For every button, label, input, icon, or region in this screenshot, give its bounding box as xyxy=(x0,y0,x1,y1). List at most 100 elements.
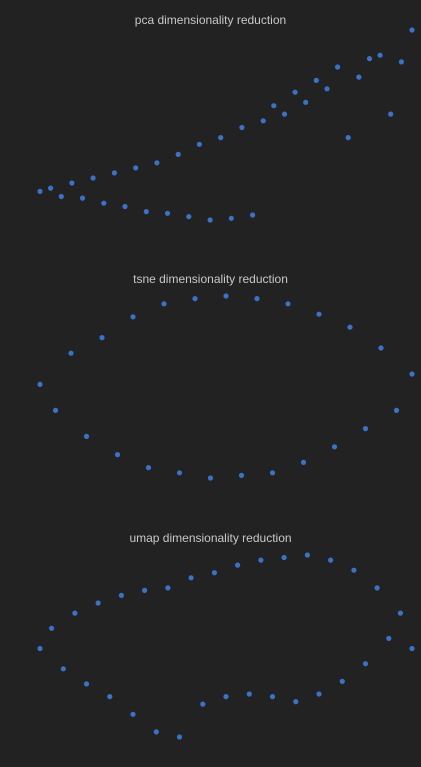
data-point xyxy=(398,59,404,65)
data-point xyxy=(331,444,338,450)
data-point xyxy=(154,160,160,166)
data-point xyxy=(303,99,309,105)
data-point xyxy=(200,701,206,707)
data-point xyxy=(246,691,252,697)
data-point xyxy=(313,77,319,83)
data-point xyxy=(377,52,383,58)
data-point xyxy=(196,141,202,147)
umap-chart-title: umap dimensionality reduction xyxy=(129,531,292,545)
data-point xyxy=(366,56,373,62)
data-point xyxy=(211,570,217,576)
data-point xyxy=(397,610,403,616)
data-point xyxy=(218,135,224,141)
data-point xyxy=(328,557,334,563)
data-point xyxy=(293,699,299,705)
data-point xyxy=(79,195,86,201)
tsne-chart-title: tsne dimensionality reduction xyxy=(133,272,288,286)
data-point xyxy=(228,215,234,221)
data-point xyxy=(83,433,90,439)
data-point xyxy=(68,350,74,356)
data-point xyxy=(95,600,101,606)
data-point xyxy=(269,694,276,700)
data-point xyxy=(388,111,394,117)
data-point xyxy=(114,452,121,458)
data-point xyxy=(49,625,55,631)
data-point xyxy=(143,209,149,215)
data-point xyxy=(316,691,322,697)
data-point xyxy=(378,345,384,351)
data-point xyxy=(362,661,369,667)
data-point xyxy=(409,645,415,652)
pca-chart-title: pca dimensionality reduction xyxy=(134,13,287,27)
data-point xyxy=(269,470,276,476)
data-point xyxy=(83,681,90,687)
data-point xyxy=(393,407,400,413)
data-point xyxy=(118,592,124,598)
data-point xyxy=(99,335,105,341)
data-point xyxy=(186,214,192,220)
data-point xyxy=(207,475,214,481)
data-point xyxy=(238,472,245,478)
data-point xyxy=(69,180,75,186)
data-point xyxy=(175,151,181,157)
tsne-panel: tsne dimensionality reduction xyxy=(0,258,421,513)
data-point xyxy=(207,217,213,223)
data-point xyxy=(142,587,148,593)
data-point xyxy=(362,426,369,432)
data-point xyxy=(239,124,245,131)
pca-panel: pca dimensionality reduction xyxy=(0,0,421,250)
data-point xyxy=(223,293,229,299)
data-point xyxy=(300,459,307,465)
data-point xyxy=(165,585,171,591)
data-point xyxy=(285,301,291,307)
data-point xyxy=(292,89,298,95)
data-point xyxy=(153,729,159,735)
data-point xyxy=(345,135,351,141)
data-point xyxy=(72,610,78,616)
umap-scatter-plot xyxy=(37,552,415,740)
data-point xyxy=(281,111,288,117)
data-point xyxy=(176,734,183,740)
data-point xyxy=(386,635,392,641)
data-point xyxy=(48,185,54,191)
data-point xyxy=(304,552,310,558)
data-point xyxy=(52,407,59,413)
data-point xyxy=(281,554,287,561)
data-point xyxy=(335,64,341,70)
data-point xyxy=(374,585,380,591)
pca-scatter-plot xyxy=(37,27,415,223)
data-point xyxy=(90,175,96,181)
data-point xyxy=(260,118,266,124)
data-point xyxy=(192,296,198,302)
data-point xyxy=(235,562,241,568)
data-point xyxy=(101,200,107,206)
data-point xyxy=(223,694,229,700)
data-point xyxy=(58,193,64,200)
data-point xyxy=(324,86,330,92)
data-point xyxy=(37,188,43,194)
data-point xyxy=(339,678,345,684)
data-point xyxy=(188,575,194,581)
data-point xyxy=(316,311,322,317)
data-point xyxy=(176,470,183,476)
data-point xyxy=(409,27,415,33)
data-point xyxy=(60,666,66,672)
data-point xyxy=(161,301,167,307)
data-point xyxy=(271,103,277,109)
data-point xyxy=(130,711,136,717)
data-point xyxy=(356,74,362,80)
data-point xyxy=(254,296,260,302)
data-point xyxy=(347,324,353,330)
umap-panel: umap dimensionality reduction xyxy=(0,517,421,767)
tsne-scatter-plot xyxy=(37,293,415,481)
data-point xyxy=(37,381,43,387)
data-point xyxy=(250,212,256,218)
data-point xyxy=(258,557,264,563)
data-point xyxy=(164,210,171,216)
data-point xyxy=(409,371,415,377)
data-point xyxy=(37,645,43,652)
data-point xyxy=(351,567,357,573)
data-point xyxy=(145,465,152,471)
data-point xyxy=(133,165,139,171)
data-point xyxy=(107,694,113,700)
